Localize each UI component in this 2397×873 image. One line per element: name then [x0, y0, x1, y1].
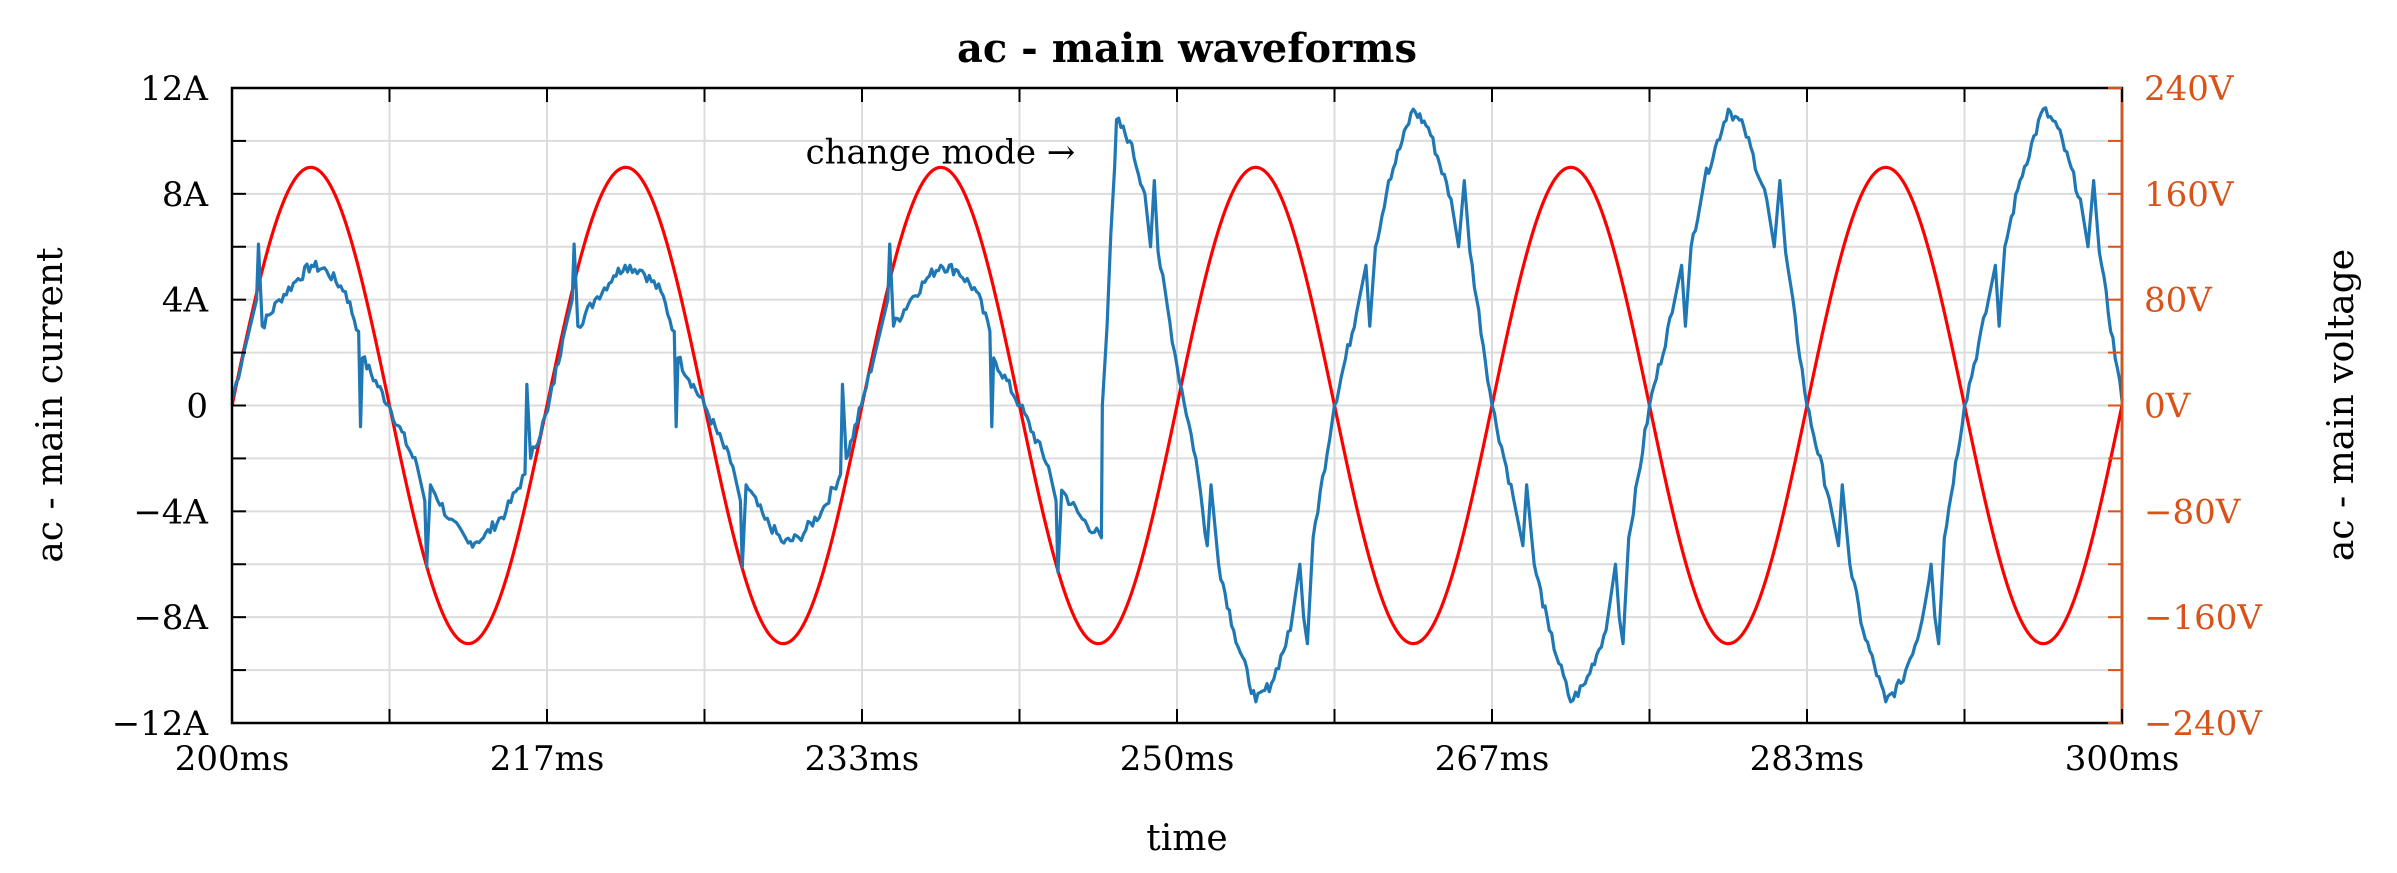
right-y-tick-label: −160V [2144, 598, 2263, 638]
right-y-tick-label: −240V [2144, 704, 2263, 744]
left-y-tick-label: −8A [133, 598, 208, 638]
left-y-tick-label: 0 [186, 387, 208, 427]
chart-title: ac - main waveforms [957, 25, 1417, 72]
x-tick-label: 300ms [2065, 739, 2180, 779]
left-y-tick-label: 12A [140, 69, 208, 109]
left-y-tick-label: 4A [162, 281, 209, 321]
left-y-tick-label: 8A [162, 175, 209, 215]
x-tick-label: 250ms [1120, 739, 1235, 779]
left-y-tick-label: −4A [133, 492, 208, 532]
x-tick-label: 217ms [490, 739, 605, 779]
left-y-axis-label: ac - main current [30, 247, 71, 563]
x-tick-label: 200ms [175, 739, 290, 779]
right-y-tick-label: −80V [2144, 492, 2242, 532]
x-tick-label: 267ms [1435, 739, 1550, 779]
left-y-tick-label: −12A [112, 704, 209, 744]
change-mode-annotation: change mode → [806, 133, 1076, 173]
right-y-tick-label: 0V [2144, 387, 2192, 427]
x-tick-label: 233ms [805, 739, 920, 779]
right-y-axis-label: ac - main voltage [2321, 249, 2362, 561]
right-y-tick-label: 160V [2144, 175, 2235, 215]
current-series-line [230, 106, 2124, 704]
right-y-axis: 240V 160V 80V 0V −80V −160V −240V [2108, 69, 2263, 744]
right-y-tick-label: 80V [2144, 281, 2213, 321]
x-axis: 200ms 217ms 233ms 250ms 267ms 283ms 300ms [175, 88, 2180, 779]
right-y-tick-label: 240V [2144, 69, 2235, 109]
x-axis-label: time [1146, 818, 1227, 859]
x-tick-label: 283ms [1750, 739, 1865, 779]
series-layer [230, 106, 2124, 704]
left-y-axis: 12A 8A 4A 0 −4A −8A −12A [112, 69, 246, 744]
